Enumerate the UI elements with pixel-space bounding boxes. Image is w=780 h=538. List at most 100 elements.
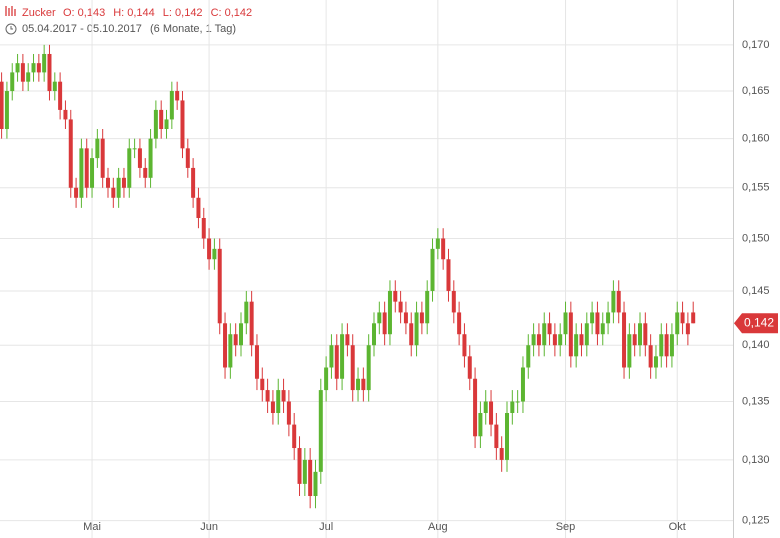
- candle-body: [382, 312, 387, 335]
- candle-body: [20, 63, 25, 82]
- candle-body: [239, 323, 243, 346]
- candle-body: [270, 401, 275, 414]
- candle-body: [520, 367, 525, 402]
- clock-icon: [5, 23, 17, 35]
- candle-body: [393, 290, 398, 302]
- candle-body: [185, 148, 190, 168]
- candle-body: [462, 334, 467, 357]
- candle-body: [137, 148, 142, 168]
- candle-body: [111, 187, 116, 198]
- candle-body: [47, 53, 52, 92]
- last-price-label: 0,142: [744, 315, 774, 329]
- last-price-tag: [734, 313, 778, 334]
- candle-body: [308, 459, 313, 497]
- candle-body: [552, 334, 557, 346]
- candle-body: [318, 390, 323, 472]
- candle-body: [159, 109, 164, 130]
- candle-body: [180, 100, 185, 149]
- candle-body: [558, 334, 563, 346]
- candle-body: [568, 312, 573, 357]
- candle-body: [36, 63, 41, 73]
- candle-body: [680, 312, 685, 324]
- candle-body: [313, 471, 318, 497]
- y-tick-label: 0,160: [742, 133, 770, 145]
- x-tick-label: Jun: [200, 521, 218, 533]
- candle-body: [153, 109, 158, 139]
- chart-title: Zucker: [22, 7, 56, 19]
- y-tick-label: 0,125: [742, 514, 770, 526]
- candle-body: [249, 301, 254, 346]
- y-tick-label: 0,170: [742, 39, 770, 51]
- candle-body: [196, 197, 201, 219]
- candle-body: [638, 323, 642, 346]
- candle-body: [606, 312, 611, 324]
- candle-body: [483, 401, 488, 414]
- candle-body: [643, 323, 648, 346]
- candle-body: [446, 259, 451, 291]
- candle-body: [648, 345, 653, 368]
- ohlc-label: C: 0,142: [211, 7, 253, 19]
- candle-body: [542, 323, 547, 346]
- candle-body: [611, 290, 616, 313]
- candle-body: [419, 312, 424, 324]
- candle-body: [430, 248, 435, 291]
- candle-body: [191, 167, 196, 198]
- candle-body: [233, 334, 238, 346]
- ohlc-label: H: 0,144: [113, 7, 155, 19]
- candle-body: [425, 290, 430, 324]
- x-tick-label: Okt: [669, 521, 686, 533]
- candle-body: [223, 323, 228, 368]
- chart-icon: [5, 6, 16, 16]
- candle-body: [84, 148, 89, 188]
- candle-body: [494, 424, 499, 449]
- candle-body: [281, 390, 286, 402]
- ohlc-label: O: 0,143: [63, 7, 105, 19]
- candle-body: [52, 81, 57, 92]
- candle-body: [659, 334, 664, 357]
- candle-body: [372, 323, 376, 346]
- candle-body: [478, 413, 483, 437]
- candle-body: [685, 323, 690, 335]
- candle-body: [441, 238, 446, 260]
- candle-body: [292, 424, 297, 449]
- candle-body: [387, 290, 392, 335]
- candle-body: [74, 187, 79, 198]
- candle-body: [669, 334, 674, 357]
- y-tick-label: 0,150: [742, 232, 770, 244]
- candle-body: [345, 334, 350, 346]
- candle-body: [515, 401, 520, 403]
- candle-body: [26, 72, 31, 82]
- header: Zucker O: 0,143 H: 0,144 L: 0,142 C: 0,142 …: [5, 6, 253, 35]
- candle-body: [653, 356, 658, 368]
- candle-body: [169, 91, 174, 120]
- candle-body: [15, 63, 20, 73]
- candle-body: [574, 334, 579, 357]
- candle-body: [334, 345, 339, 379]
- candle-body: [622, 312, 627, 368]
- candle-body: [350, 345, 355, 391]
- candle-body: [95, 138, 100, 159]
- candle-body: [90, 158, 95, 188]
- candle-body: [132, 148, 137, 150]
- y-tick-label: 0,155: [742, 182, 770, 194]
- period: (6 Monate, 1 Tag): [150, 23, 236, 35]
- candle-body: [31, 63, 36, 73]
- candle-body: [68, 119, 73, 188]
- y-tick-label: 0,165: [742, 85, 770, 97]
- candle-body: [265, 390, 270, 402]
- x-tick-label: Jul: [319, 521, 333, 533]
- candle-body: [244, 301, 249, 324]
- candle-body: [547, 323, 552, 335]
- candle-body: [435, 238, 440, 249]
- candle-body: [531, 334, 536, 346]
- candle-body: [473, 378, 478, 437]
- candle-body: [505, 413, 509, 460]
- candle-body: [217, 248, 222, 324]
- candle-body: [58, 81, 63, 110]
- candle-body: [228, 334, 233, 368]
- candle-body: [324, 367, 329, 391]
- candle-body: [675, 312, 680, 335]
- candle-body: [329, 345, 334, 368]
- x-tick-label: Sep: [556, 521, 576, 533]
